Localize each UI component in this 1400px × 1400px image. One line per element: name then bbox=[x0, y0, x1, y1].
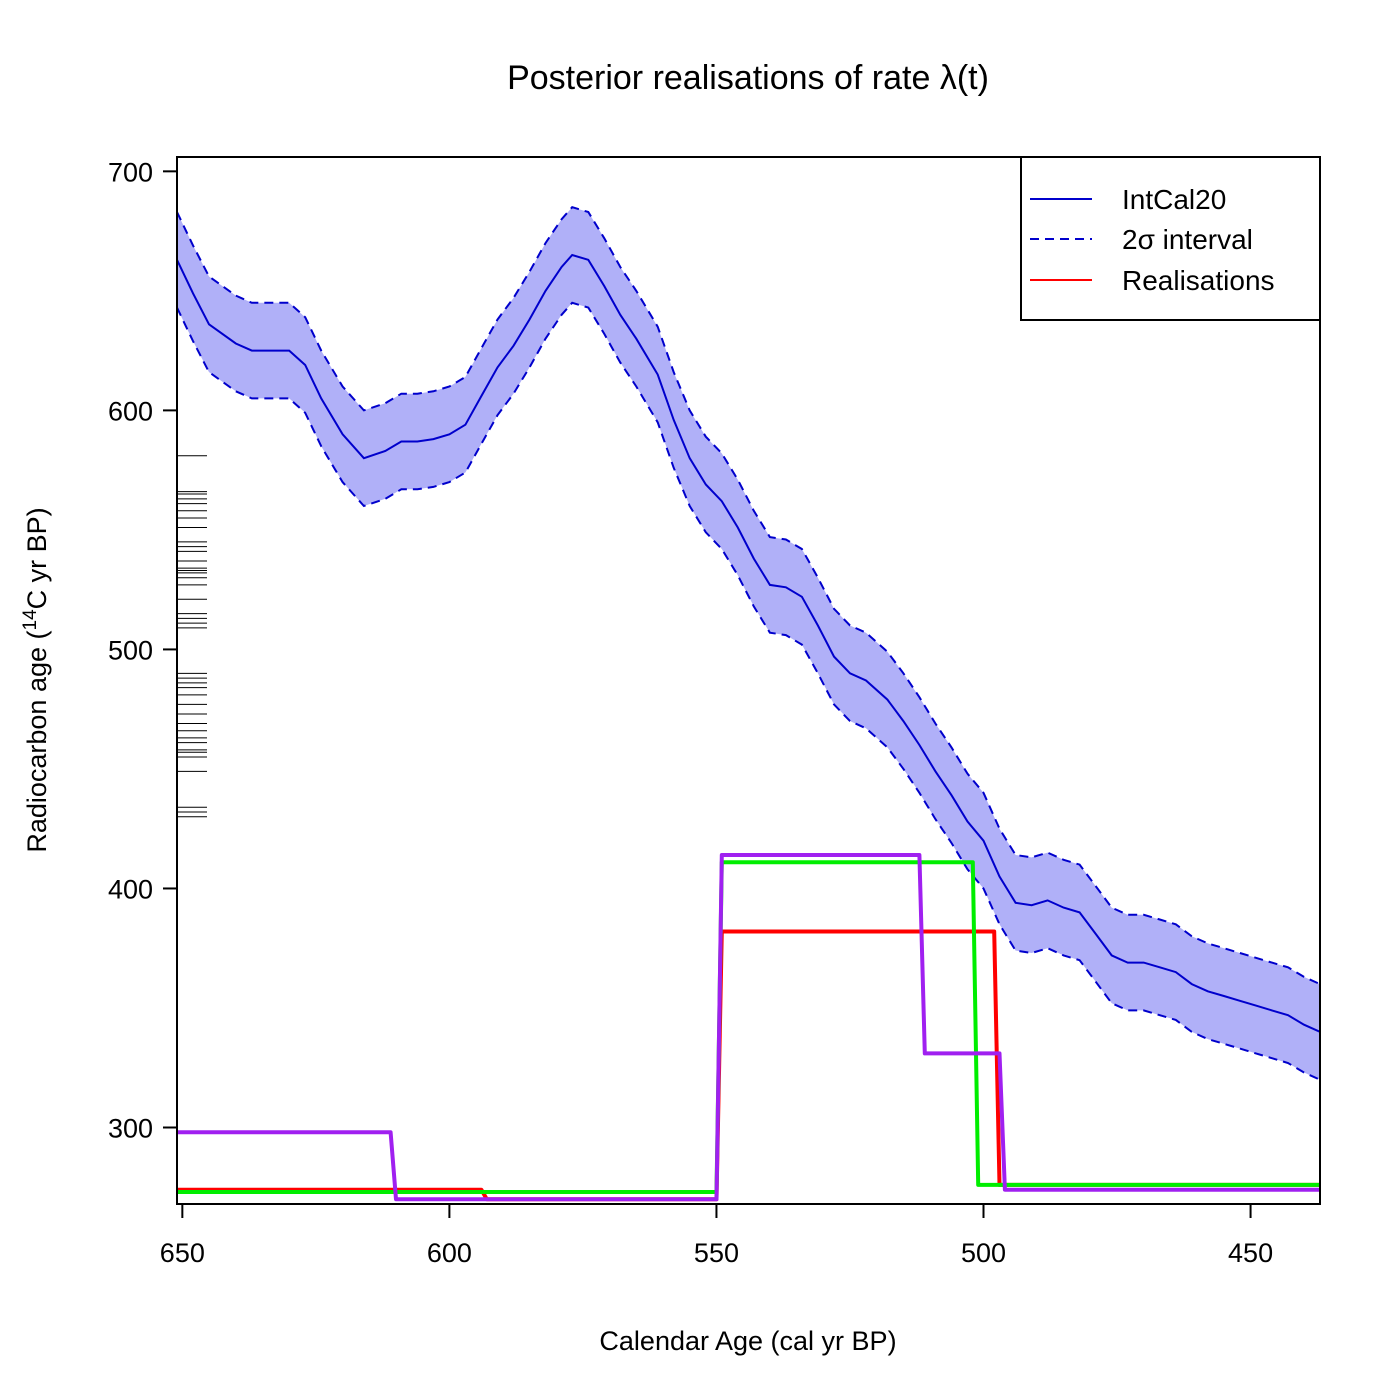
chart-title: Posterior realisations of rate λ(t) bbox=[507, 59, 989, 97]
x-tick-label: 450 bbox=[1228, 1238, 1273, 1268]
plot-frame bbox=[176, 156, 1321, 1205]
legend: IntCal20 2σ interval Realisations bbox=[1020, 156, 1321, 321]
intcal20-2sigma-band bbox=[177, 207, 1320, 1080]
x-axis-label: Calendar Age (cal yr BP) bbox=[599, 1326, 896, 1356]
x-tick-label: 550 bbox=[694, 1238, 739, 1268]
x-axis: 650 600 550 500 450 bbox=[160, 1204, 1273, 1268]
y-axis-label: Radiocarbon age (14C yr BP) bbox=[20, 507, 52, 852]
intcal20-mean-line bbox=[177, 253, 1320, 1033]
realisation-line-3 bbox=[177, 853, 1320, 1202]
x-tick-label: 650 bbox=[160, 1238, 205, 1268]
y-tick-label: 400 bbox=[108, 874, 153, 904]
legend-label-realisations: Realisations bbox=[1122, 265, 1275, 296]
legend-box bbox=[1020, 156, 1321, 321]
y-axis-label-superscript: 14 bbox=[20, 609, 41, 631]
legend-label-2sigma: 2σ interval bbox=[1122, 224, 1253, 255]
realisation-line-2 bbox=[177, 860, 1320, 1194]
y-tick-label: 700 bbox=[108, 157, 153, 187]
x-tick-label: 600 bbox=[427, 1238, 472, 1268]
legend-label-intcal20: IntCal20 bbox=[1122, 184, 1226, 215]
intcal20-lower-2sigma-line bbox=[177, 301, 1320, 1081]
plot-area bbox=[177, 206, 1320, 1202]
y-tick-label: 500 bbox=[108, 635, 153, 665]
intcal20-upper-2sigma-line bbox=[177, 206, 1320, 986]
y-axis: 300 400 500 600 700 bbox=[108, 157, 177, 1144]
y-tick-label: 600 bbox=[108, 396, 153, 426]
x-tick-label: 500 bbox=[961, 1238, 1006, 1268]
y-tick-label: 300 bbox=[108, 1114, 153, 1144]
